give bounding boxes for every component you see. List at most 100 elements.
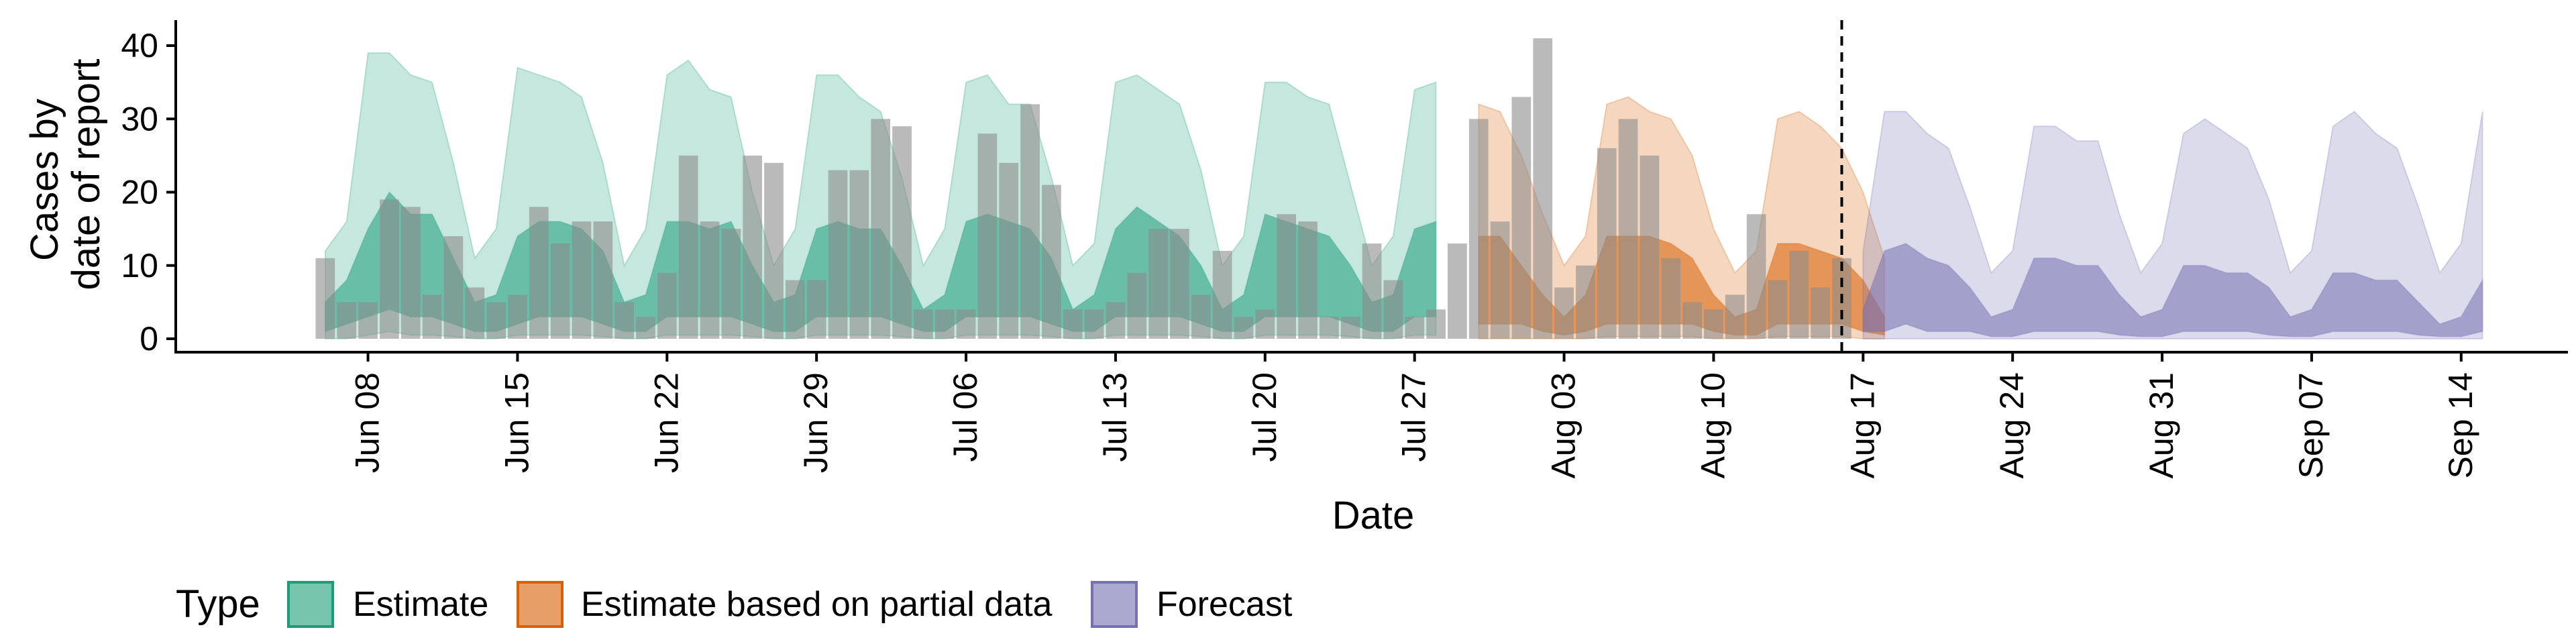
observed-bar xyxy=(614,302,634,339)
observed-bar xyxy=(465,287,485,339)
observed-bar xyxy=(721,229,741,339)
x-tick-label: Jun 22 xyxy=(647,372,685,473)
observed-bar xyxy=(1362,244,1382,339)
observed-bar xyxy=(1490,221,1510,339)
legend-swatch-forecast xyxy=(1091,581,1138,628)
ribbon-90-forecast xyxy=(1862,110,2483,339)
observed-bar xyxy=(1320,317,1339,339)
observed-bar xyxy=(337,302,357,339)
x-tick-label: Aug 10 xyxy=(1694,372,1731,478)
observed-bar xyxy=(1725,294,1745,339)
observed-bar xyxy=(1789,250,1809,339)
observed-bar xyxy=(849,170,869,339)
observed-bar xyxy=(1704,309,1723,339)
y-tick-label: 10 xyxy=(121,247,158,284)
x-axis-title: Date xyxy=(1332,494,1415,537)
observed-bar xyxy=(1426,309,1446,339)
x-tick-label: Jul 06 xyxy=(947,372,984,462)
observed-bar xyxy=(1640,155,1660,339)
observed-bar xyxy=(593,221,613,339)
x-axis-ticks: Jun 08 Jun 15 Jun 22 Jun 29 Jul 06 Jul 13 Jul … xyxy=(349,352,2479,478)
observed-bar xyxy=(1468,119,1489,339)
observed-bar xyxy=(786,280,805,339)
observed-bar xyxy=(550,244,570,339)
observed-bar xyxy=(1383,280,1403,339)
legend-swatch-partial-estimate xyxy=(517,581,564,628)
observed-bar xyxy=(1576,265,1595,339)
x-tick-label: Aug 24 xyxy=(1993,372,2031,478)
observed-bar xyxy=(700,221,720,339)
observed-bar xyxy=(1277,214,1296,339)
observed-bar xyxy=(1020,104,1040,339)
y-axis-title-line-1: Cases by xyxy=(23,99,66,261)
observed-bar xyxy=(1063,309,1083,339)
x-tick-label: Sep 14 xyxy=(2442,372,2479,478)
legend-item-forecast: Forecast xyxy=(1091,581,1293,628)
observed-bar xyxy=(1448,244,1467,339)
observed-bar xyxy=(764,162,784,339)
x-tick-label: Jun 08 xyxy=(349,372,386,473)
legend-label-estimate: Estimate xyxy=(353,585,488,624)
legend-item-estimate: Estimate xyxy=(287,581,488,628)
y-axis-title-line-2: date of report xyxy=(64,59,108,290)
legend-label-forecast: Forecast xyxy=(1157,585,1293,624)
observed-bar xyxy=(1148,229,1168,339)
x-tick-label: Aug 03 xyxy=(1545,372,1582,478)
y-tick-label: 0 xyxy=(140,320,158,358)
y-tick-label: 30 xyxy=(121,100,158,138)
observed-bar xyxy=(1533,38,1553,339)
observed-bar xyxy=(1811,287,1830,339)
observed-bar xyxy=(1298,221,1318,339)
observed-bar xyxy=(1127,272,1147,339)
observed-bar xyxy=(443,236,464,339)
legend-title: Type xyxy=(176,582,260,626)
observed-bar xyxy=(1212,250,1232,339)
observed-bar xyxy=(1405,317,1425,339)
ribbon-50-forecast xyxy=(1862,242,2483,337)
observed-bar xyxy=(1618,119,1638,339)
observed-bar xyxy=(636,317,655,339)
x-tick-label: Jun 29 xyxy=(797,372,835,473)
observed-bar xyxy=(1554,287,1574,339)
observed-bar xyxy=(315,258,335,339)
y-axis-ticks: 0 10 20 30 40 xyxy=(121,27,176,358)
observed-bar xyxy=(508,294,527,339)
observed-bar xyxy=(934,309,955,339)
observed-bar xyxy=(486,302,506,339)
observed-bar xyxy=(1234,317,1254,339)
y-tick-label: 20 xyxy=(121,174,158,211)
axes xyxy=(174,20,2568,354)
legend-swatch-estimate xyxy=(287,581,334,628)
observed-bar xyxy=(358,302,378,339)
observed-bar xyxy=(977,133,998,339)
observed-bar xyxy=(678,155,698,339)
legend: Type Estimate Estimate based on partial … xyxy=(176,581,1293,628)
x-tick-label: Jun 15 xyxy=(498,372,535,473)
observed-bar xyxy=(1255,309,1275,339)
observed-bar xyxy=(1170,229,1189,339)
observed-bar xyxy=(956,309,976,339)
observed-bar xyxy=(422,294,442,339)
legend-label-partial-estimate: Estimate based on partial data xyxy=(581,585,1053,624)
observed-bar xyxy=(1661,258,1681,339)
observed-bar xyxy=(1084,309,1104,339)
observed-bar xyxy=(806,280,826,339)
observed-bar xyxy=(999,162,1019,339)
observed-bar xyxy=(380,199,399,339)
observed-bar xyxy=(657,272,677,339)
x-tick-label: Aug 17 xyxy=(1843,372,1881,478)
observed-bar xyxy=(1597,148,1617,339)
observed-bar xyxy=(743,155,762,339)
observed-bar xyxy=(529,207,549,339)
y-axis-title: Cases by date of report xyxy=(23,59,108,290)
legend-item-partial-estimate: Estimate based on partial data xyxy=(517,581,1053,628)
observed-bar xyxy=(1746,214,1766,339)
observed-bar xyxy=(1768,280,1788,339)
observed-bar xyxy=(1511,97,1532,339)
observed-bar xyxy=(828,170,848,339)
observed-bar xyxy=(1042,184,1061,339)
observed-bar xyxy=(914,309,933,339)
observed-bar xyxy=(572,221,592,339)
observed-bars-layer xyxy=(315,38,1851,339)
